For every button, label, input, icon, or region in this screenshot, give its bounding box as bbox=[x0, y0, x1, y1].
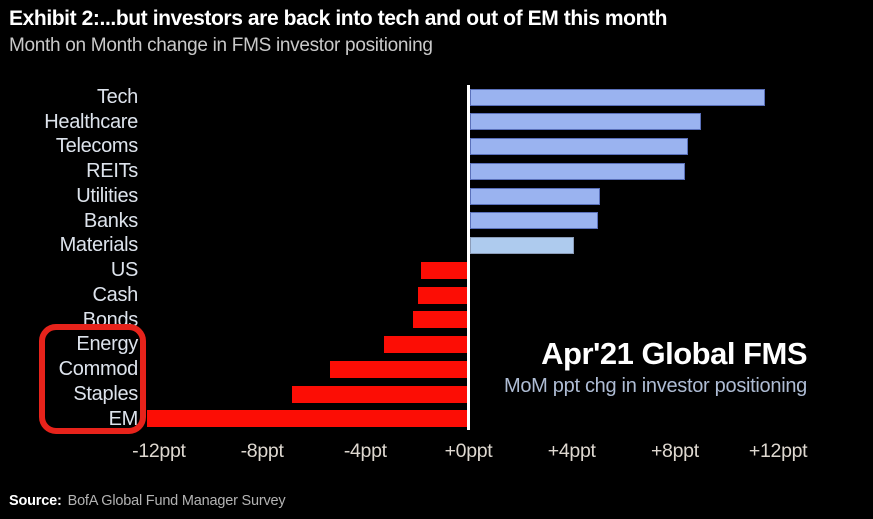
x-axis-tick-0: +0ppt bbox=[444, 440, 493, 462]
bar-reits bbox=[470, 162, 686, 180]
chart-header: Exhibit 2:...but investors are back into… bbox=[9, 7, 667, 57]
chart-title: Exhibit 2:...but investors are back into… bbox=[9, 7, 668, 30]
bar-em bbox=[147, 410, 467, 428]
annotation-title: Apr'21 Global FMS bbox=[541, 336, 807, 371]
x-axis-tick-8: +8ppt bbox=[650, 440, 699, 462]
bar-cash bbox=[417, 286, 467, 304]
category-label-energy: Energy bbox=[76, 333, 138, 356]
bar-telecoms bbox=[470, 138, 688, 155]
bar-us bbox=[420, 261, 467, 279]
bar-bonds bbox=[412, 311, 467, 329]
source-label: Source: bbox=[9, 493, 62, 509]
source-text: BofA Global Fund Manager Survey bbox=[67, 493, 286, 509]
x-axis-tick-12: +12ppt bbox=[748, 440, 808, 462]
category-label-banks: Banks bbox=[83, 209, 138, 232]
zero-axis-line bbox=[467, 85, 470, 430]
category-label-tech: Tech bbox=[96, 85, 138, 108]
category-label-commod: Commod bbox=[58, 358, 139, 381]
highlight-box bbox=[39, 324, 146, 434]
bar-commod bbox=[330, 360, 467, 378]
category-label-us: US bbox=[110, 259, 138, 282]
bar-energy bbox=[384, 336, 467, 353]
category-labels: Tech Healthcare Telecoms REITs Utilities Bank… bbox=[0, 85, 138, 432]
annotation-subtitle: MoM ppt chg in investor positioning bbox=[504, 375, 807, 397]
x-axis-tick-4: +4ppt bbox=[547, 440, 596, 462]
bar-staples bbox=[291, 385, 467, 403]
x-axis: -12ppt -8ppt -4ppt +0ppt +4ppt +8ppt +12ppt bbox=[0, 440, 873, 466]
bar-tech bbox=[470, 88, 766, 106]
category-label-reits: REITs bbox=[86, 160, 138, 183]
category-label-cash: Cash bbox=[92, 283, 139, 306]
source-line: Source: BofA Global Fund Manager Survey bbox=[9, 493, 286, 509]
category-label-utilities: Utilities bbox=[76, 184, 138, 207]
category-label-staples: Staples bbox=[73, 382, 138, 405]
chart-annotation: Apr'21 Global FMS MoM ppt chg in investo… bbox=[504, 336, 808, 398]
plot-area: Tech Healthcare Telecoms REITs Utilities Bank… bbox=[0, 85, 873, 432]
x-axis-tick-neg8: -8ppt bbox=[240, 440, 284, 462]
bar-healthcare bbox=[470, 113, 701, 131]
category-label-healthcare: Healthcare bbox=[44, 110, 138, 133]
category-label-materials: Materials bbox=[59, 234, 139, 257]
chart-subtitle: Month on Month change in FMS investor po… bbox=[9, 35, 433, 57]
bar-materials bbox=[470, 237, 575, 254]
bar-banks bbox=[470, 212, 598, 230]
bar-utilities bbox=[470, 187, 601, 205]
x-axis-tick-neg12: -12ppt bbox=[132, 440, 186, 462]
x-axis-tick-neg4: -4ppt bbox=[343, 440, 387, 462]
category-label-telecoms: Telecoms bbox=[55, 135, 138, 158]
